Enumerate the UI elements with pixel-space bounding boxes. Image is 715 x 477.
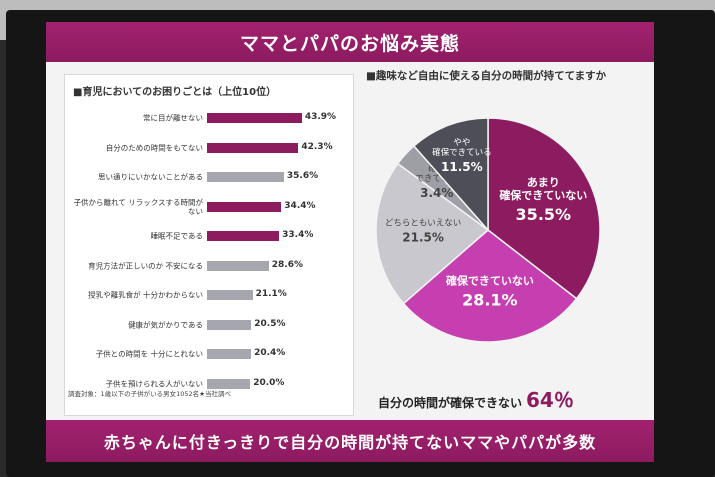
- bar: [207, 290, 253, 300]
- bar-category-label: 思い通りにいかないことがある: [98, 172, 203, 182]
- bar-row: 授乳や離乳食が 十分かわからない 21.1%: [65, 282, 353, 308]
- bar-category-label: 子供を預けられる人がいない: [105, 379, 204, 388]
- pie-slice-value: 11.5%: [441, 160, 483, 174]
- pie-slice: [402, 229, 578, 343]
- bar: [207, 142, 299, 153]
- bar-row: 思い通りにいかないことがある 35.6%: [65, 164, 353, 190]
- bar-chart-panel: ■育児においてのお困りごとは（上位10位） 常に目が離せない 43.9% 自分のため…: [64, 74, 354, 416]
- bar-row: 育児方法が正しいのか 不安になる 28.6%: [65, 253, 353, 279]
- bar-category-label: 育児方法が正しいのか 不安になる: [88, 261, 203, 270]
- pie-slice-label: 確保できていない: [499, 188, 587, 202]
- presentation-screen: ママとパパのお悩み実態 ■育児においてのお困りごとは（上位10位） 常に目が離せ…: [46, 22, 654, 462]
- bottom-banner: 赤ちゃんに付きっきりで自分の時間が持てないママやパパが多数: [46, 420, 654, 462]
- bar-value-label: 20.5%: [254, 318, 286, 329]
- pie-slice-label: 確保できている: [432, 147, 492, 158]
- summary-label: 自分の時間が確保できない: [378, 396, 523, 410]
- pie-chart: あまり確保できていない35.5%確保できていない28.1%どちらともいえない21…: [375, 117, 601, 343]
- bar-row: 自分のための時間をもてない 42.3%: [65, 135, 353, 161]
- bar-category-label: 自分のための時間をもてない: [105, 143, 203, 152]
- bar-value-label: 21.1%: [255, 289, 287, 299]
- bar-value-label: 43.9%: [304, 112, 337, 122]
- pie-slice-value: 21.5%: [402, 231, 444, 245]
- survey-note: 調査対象：1歳以下の子供がいる男女1052名★当社調べ: [68, 390, 232, 398]
- pie-slice-label: あまり: [527, 176, 560, 189]
- bar-category-label: 授乳や離乳食が 十分かわからない: [88, 290, 203, 300]
- bar-category-label: 子供との時間を 十分にとれない: [95, 349, 203, 359]
- summary-percentage: 64％: [526, 388, 574, 412]
- bar-value-label: 42.3%: [301, 141, 333, 152]
- bar-value-label: 33.4%: [282, 230, 314, 240]
- bar-category-label: 健康が気がかりである: [128, 320, 203, 329]
- summary-text: 自分の時間が確保できない 64％: [378, 384, 574, 413]
- bar-row: 健康が気がかりである 20.5%: [65, 312, 353, 338]
- bar-row: 子供を預けられる人がいない 20.0%: [65, 371, 353, 397]
- pie-chart-title: ■趣味など自由に使える自分の時間が持ててますか: [366, 70, 607, 82]
- bar-row: 子供から離れて リラックスする時間がない 34.4%: [65, 194, 353, 220]
- bar-row: 睡眠不足である 33.4%: [65, 223, 353, 249]
- pie-slice-label: 確保できていない: [446, 273, 534, 287]
- pie-slice-label: できている: [416, 174, 459, 184]
- bar-row: 子供との時間を 十分にとれない 20.4%: [65, 341, 353, 367]
- bar-category-label: 睡眠不足である: [150, 231, 203, 241]
- bar: [207, 201, 282, 212]
- pie-slice-value: 3.4%: [420, 186, 453, 200]
- bar: [207, 260, 269, 271]
- bar-value-label: 34.4%: [284, 200, 316, 211]
- bar: [207, 172, 284, 182]
- bar-value-label: 20.4%: [254, 348, 286, 358]
- pie-chart-panel: ■趣味など自由に使える自分の時間が持ててますか あまり 確保できていない 35.5%…: [364, 66, 646, 418]
- bar-value-label: 35.6%: [286, 171, 319, 181]
- bar-category-label: 子供から離れて リラックスする時間がない: [73, 197, 203, 216]
- bar: [207, 378, 251, 389]
- bar-value-label: 28.6%: [271, 259, 303, 270]
- bar: [207, 231, 280, 241]
- pie-slice: [375, 162, 490, 305]
- bar: [207, 349, 252, 359]
- bar-chart-title: ■育児においてのお困りごとは（上位10位）: [73, 87, 277, 98]
- bar: [207, 319, 252, 330]
- bar-category-label: 常に目が離せない: [143, 113, 203, 123]
- bar: [207, 113, 302, 123]
- slide-title: ママとパパのお悩み実態: [46, 22, 654, 62]
- pie-slice-value: 28.1%: [462, 290, 518, 309]
- pie-slice: [412, 117, 489, 232]
- bar-row: 常に目が離せない 43.9%: [65, 105, 353, 131]
- pie-slice-value: 35.5%: [516, 205, 572, 224]
- pie-slice: [487, 117, 601, 300]
- pie-slice-label: どちらともいえない: [385, 219, 461, 229]
- bar-value-label: 20.0%: [253, 377, 285, 388]
- pie-slice-label: やや: [453, 138, 470, 148]
